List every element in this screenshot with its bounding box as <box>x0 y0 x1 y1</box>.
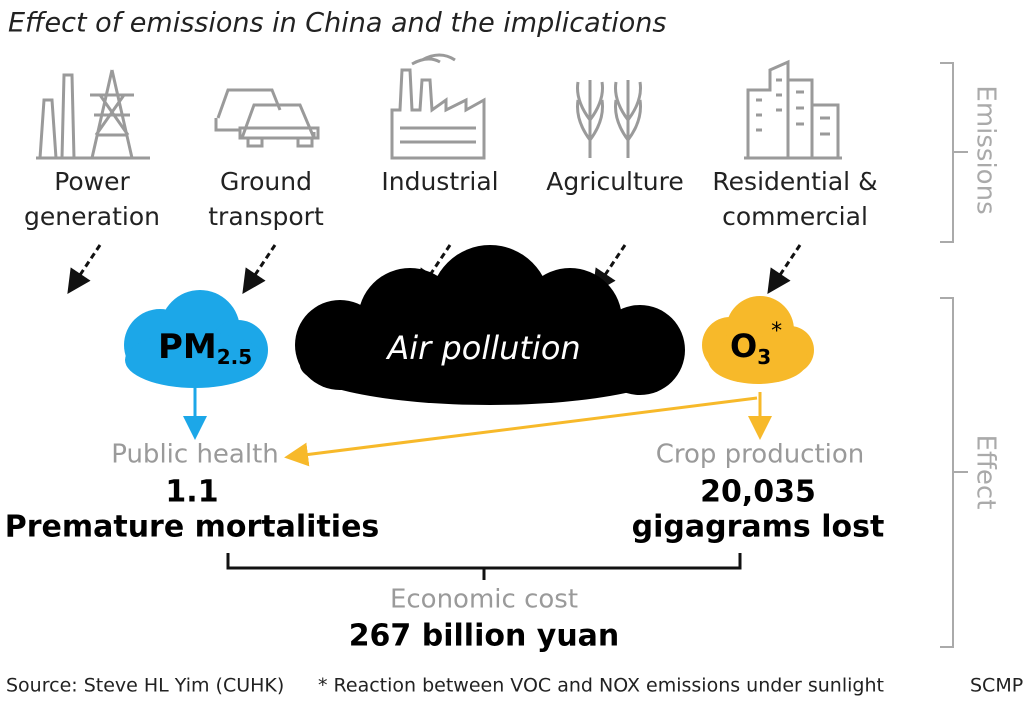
outcome-unit: gigagrams lost <box>632 510 885 545</box>
emissions-label: Emissions <box>971 85 1001 214</box>
icon-agriculture <box>576 80 642 158</box>
pm-label: PM2.5 <box>158 327 252 369</box>
outcome-figure: 1.1 <box>165 475 218 510</box>
outcome-label: Public health <box>111 440 279 470</box>
outcome-unit: Premature mortalities <box>5 510 380 545</box>
ozone-symbol: O <box>730 327 757 365</box>
source-label: Agriculture <box>546 167 684 196</box>
ozone-subscript: 3 <box>757 345 771 369</box>
effect-bracket <box>940 297 968 648</box>
outcome-label: Crop production <box>656 440 865 470</box>
pm-cloud <box>124 290 268 388</box>
source-label: Industrial <box>381 167 498 196</box>
emission-arrows <box>67 244 802 294</box>
air-label: Air pollution <box>385 329 580 367</box>
icon-industrial <box>390 53 486 160</box>
ozone-cloud <box>702 296 814 384</box>
source-label: generation <box>24 202 160 231</box>
pm-symbol: PM <box>158 327 217 367</box>
effect-label: Effect <box>971 435 1001 510</box>
ozone-health-arrow <box>284 396 758 467</box>
cost-bracket <box>226 553 742 580</box>
outcome-figure: 20,035 <box>700 475 816 510</box>
icon-residential <box>744 59 842 160</box>
emissions-bracket <box>940 62 968 243</box>
source-label: transport <box>208 202 324 231</box>
economic-figure: 267 billion yuan <box>349 619 620 654</box>
credit: SCMP <box>970 675 1023 697</box>
air-cloud <box>295 245 685 405</box>
economic-label: Economic cost <box>390 585 578 615</box>
title: Effect of emissions in China and the imp… <box>8 8 666 39</box>
footnote: * Reaction between VOC and NOX emissions… <box>318 675 884 697</box>
ozone-note-mark: * <box>771 319 782 344</box>
source-label: Ground <box>220 167 312 196</box>
icon-transport <box>214 88 320 148</box>
source-label: Residential & <box>712 167 877 196</box>
pm-subscript: 2.5 <box>217 345 252 369</box>
ozone-label: O3* <box>730 319 782 369</box>
source-note: Source: Steve HL Yim (CUHK) <box>6 675 284 697</box>
source-label: commercial <box>722 202 868 231</box>
icon-power <box>36 69 150 160</box>
source-label: Power <box>54 167 130 196</box>
